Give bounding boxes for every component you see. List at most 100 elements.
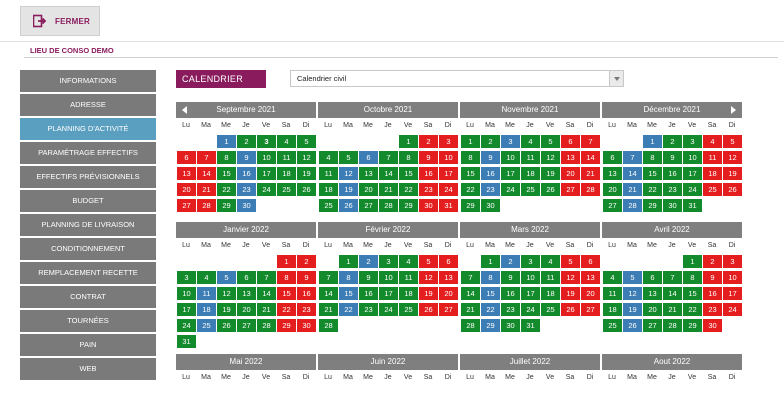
day-cell[interactable]: 13 [439,271,458,284]
day-cell[interactable]: 1 [277,255,296,268]
day-cell[interactable]: 14 [663,287,682,300]
day-cell[interactable]: 18 [319,183,338,196]
sidebar-item-3[interactable]: PARAMÉTRAGE EFFECTIFS [20,142,156,164]
day-cell[interactable]: 21 [379,183,398,196]
day-cell[interactable]: 30 [481,199,500,212]
day-cell[interactable]: 29 [683,319,702,332]
day-cell[interactable]: 3 [521,255,540,268]
day-cell[interactable]: 19 [561,287,580,300]
day-cell[interactable]: 19 [217,303,236,316]
sidebar-item-2[interactable]: PLANNING D'ACTIVITÉ [20,118,156,140]
day-cell[interactable]: 11 [521,151,540,164]
day-cell[interactable]: 12 [217,287,236,300]
day-cell[interactable]: 20 [561,167,580,180]
day-cell[interactable]: 24 [177,319,196,332]
day-cell[interactable]: 18 [521,167,540,180]
sidebar-item-4[interactable]: EFFECTIFS PRÉVISIONNELS [20,166,156,188]
day-cell[interactable]: 12 [623,287,642,300]
day-cell[interactable]: 25 [197,319,216,332]
day-cell[interactable]: 30 [663,199,682,212]
next-month-icon[interactable] [731,106,736,114]
day-cell[interactable]: 19 [297,167,316,180]
day-cell[interactable]: 24 [439,183,458,196]
day-cell[interactable]: 5 [623,271,642,284]
day-cell[interactable]: 1 [683,255,702,268]
day-cell[interactable]: 6 [603,151,622,164]
day-cell[interactable]: 24 [379,303,398,316]
day-cell[interactable]: 10 [379,271,398,284]
sidebar-item-8[interactable]: REMPLACEMENT RECETTE [20,262,156,284]
day-cell[interactable]: 5 [541,135,560,148]
day-cell[interactable]: 22 [481,303,500,316]
day-cell[interactable]: 14 [461,287,480,300]
day-cell[interactable]: 13 [359,167,378,180]
day-cell[interactable]: 28 [623,199,642,212]
day-cell[interactable]: 23 [481,183,500,196]
sidebar-item-12[interactable]: WEB [20,358,156,380]
day-cell[interactable]: 20 [581,287,600,300]
day-cell[interactable]: 17 [723,287,742,300]
day-cell[interactable]: 18 [603,303,622,316]
day-cell[interactable]: 20 [439,287,458,300]
day-cell[interactable]: 22 [217,183,236,196]
day-cell[interactable]: 21 [319,303,338,316]
day-cell[interactable]: 9 [501,271,520,284]
day-cell[interactable]: 22 [683,303,702,316]
day-cell[interactable]: 13 [581,271,600,284]
day-cell[interactable]: 17 [521,287,540,300]
day-cell[interactable]: 21 [623,183,642,196]
day-cell[interactable]: 7 [257,271,276,284]
day-cell[interactable]: 22 [461,183,480,196]
day-cell[interactable]: 28 [663,319,682,332]
day-cell[interactable]: 15 [643,167,662,180]
day-cell[interactable]: 23 [419,183,438,196]
day-cell[interactable]: 3 [379,255,398,268]
sidebar-item-1[interactable]: ADRESSE [20,94,156,116]
day-cell[interactable]: 19 [339,183,358,196]
day-cell[interactable]: 15 [339,287,358,300]
day-cell[interactable]: 14 [581,151,600,164]
day-cell[interactable]: 12 [297,151,316,164]
day-cell[interactable]: 26 [623,319,642,332]
day-cell[interactable]: 16 [501,287,520,300]
day-cell[interactable]: 26 [339,199,358,212]
day-cell[interactable]: 13 [177,167,196,180]
day-cell[interactable]: 29 [481,319,500,332]
day-cell[interactable]: 17 [501,167,520,180]
day-cell[interactable]: 23 [703,303,722,316]
day-cell[interactable]: 28 [581,183,600,196]
day-cell[interactable]: 20 [359,183,378,196]
day-cell[interactable]: 25 [703,183,722,196]
day-cell[interactable]: 14 [379,167,398,180]
day-cell[interactable]: 3 [723,255,742,268]
day-cell[interactable]: 26 [217,319,236,332]
day-cell[interactable]: 19 [541,167,560,180]
day-cell[interactable]: 21 [663,303,682,316]
day-cell[interactable]: 12 [339,167,358,180]
day-cell[interactable]: 2 [703,255,722,268]
day-cell[interactable]: 8 [399,151,418,164]
day-cell[interactable]: 1 [481,255,500,268]
day-cell[interactable]: 7 [581,135,600,148]
day-cell[interactable]: 19 [623,303,642,316]
day-cell[interactable]: 27 [581,303,600,316]
day-cell[interactable]: 11 [399,271,418,284]
day-cell[interactable]: 28 [257,319,276,332]
day-cell[interactable]: 30 [419,199,438,212]
sidebar-item-11[interactable]: PAIN [20,334,156,356]
day-cell[interactable]: 25 [319,199,338,212]
day-cell[interactable]: 8 [339,271,358,284]
day-cell[interactable]: 23 [501,303,520,316]
day-cell[interactable]: 22 [339,303,358,316]
day-cell[interactable]: 11 [603,287,622,300]
day-cell[interactable]: 5 [297,135,316,148]
day-cell[interactable]: 27 [561,183,580,196]
sidebar-item-9[interactable]: CONTRAT [20,286,156,308]
day-cell[interactable]: 9 [419,151,438,164]
day-cell[interactable]: 16 [297,287,316,300]
day-cell[interactable]: 17 [257,167,276,180]
day-cell[interactable]: 6 [237,271,256,284]
day-cell[interactable]: 6 [561,135,580,148]
day-cell[interactable]: 29 [461,199,480,212]
day-cell[interactable]: 3 [257,135,276,148]
